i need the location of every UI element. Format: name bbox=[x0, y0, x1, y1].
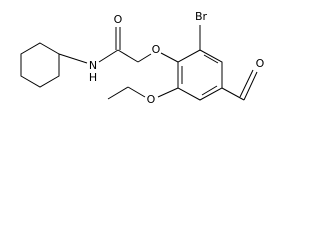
bond bbox=[160, 52, 179, 63]
cyclohexane-ring bbox=[20, 42, 60, 88]
bond bbox=[58, 53, 88, 64]
bond bbox=[157, 87, 179, 98]
aromatic-bond bbox=[203, 54, 219, 64]
atom-label: O bbox=[114, 13, 123, 26]
page: {"atoms": {"carbonyl_oxygen": "O", "amid… bbox=[20, 10, 265, 106]
bond bbox=[221, 87, 245, 101]
benzene-ring bbox=[177, 49, 223, 101]
bond bbox=[127, 86, 146, 98]
bond bbox=[243, 71, 258, 101]
bond bbox=[137, 53, 152, 63]
molecule: O N H O Br O O bbox=[20, 10, 265, 106]
atom-label: Br bbox=[195, 10, 208, 23]
atom-label: N bbox=[89, 59, 97, 72]
bond bbox=[117, 49, 139, 63]
atom-label: O bbox=[256, 57, 265, 70]
bond bbox=[98, 49, 119, 63]
atom-label: H bbox=[89, 71, 97, 84]
atom-label: O bbox=[152, 43, 161, 56]
atom-label: O bbox=[147, 93, 156, 106]
bond bbox=[239, 69, 254, 98]
bond bbox=[107, 86, 129, 100]
aromatic-bond bbox=[201, 85, 218, 96]
